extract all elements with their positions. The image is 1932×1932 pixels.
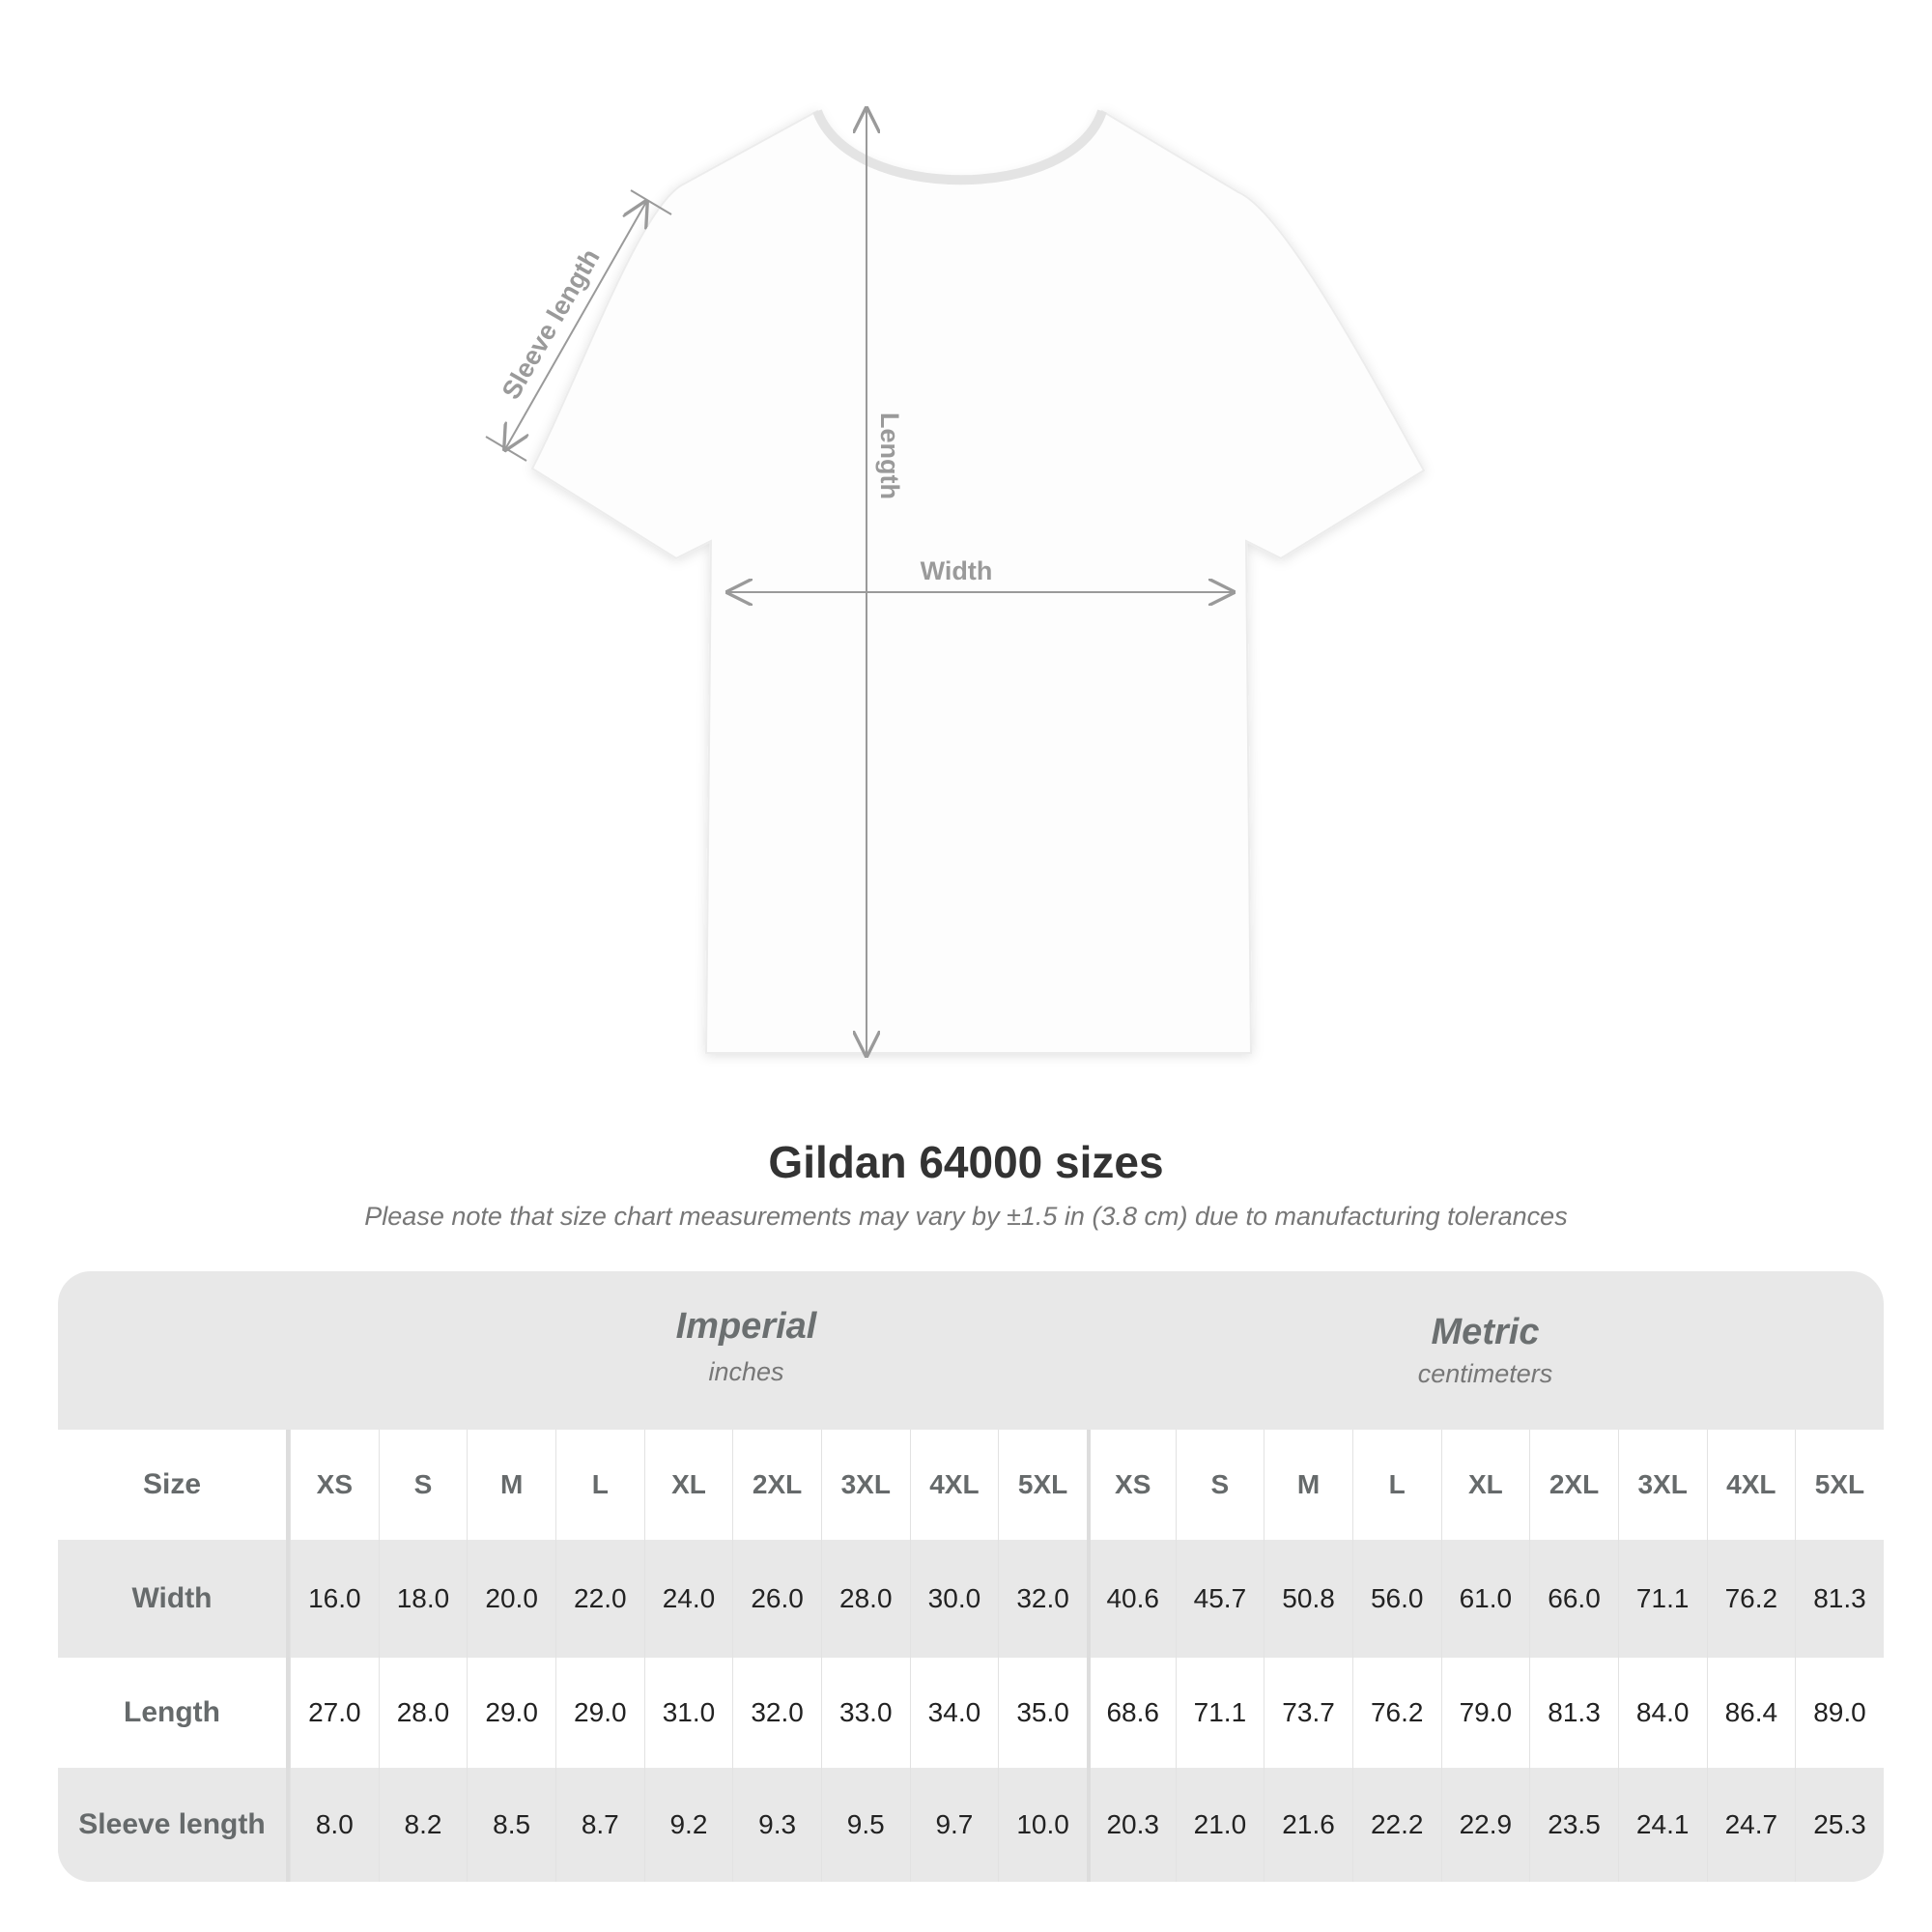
value-cell-imperial: 29.0	[554, 1658, 644, 1768]
value-cell-imperial: 35.0	[998, 1658, 1087, 1768]
value-cell-metric: 45.7	[1175, 1540, 1264, 1658]
size-header-imperial: XS	[290, 1430, 379, 1540]
value-cell-metric: 76.2	[1706, 1540, 1796, 1658]
row-label: Width	[58, 1540, 290, 1658]
value-cell-imperial: 24.0	[643, 1540, 733, 1658]
tolerance-note: Please note that size chart measurements…	[364, 1202, 1568, 1231]
value-cell-metric: 24.7	[1706, 1768, 1796, 1882]
row-label: Sleeve length	[58, 1768, 290, 1882]
size-header-imperial: 2XL	[732, 1430, 821, 1540]
value-cell-metric: 50.8	[1264, 1540, 1352, 1658]
value-cell-imperial: 9.2	[643, 1768, 733, 1882]
width-label: Width	[921, 556, 993, 585]
value-cell-imperial: 8.2	[378, 1768, 468, 1882]
value-cell-metric: 20.3	[1086, 1768, 1176, 1882]
value-cell-metric: 79.0	[1440, 1658, 1530, 1768]
value-cell-imperial: 8.5	[467, 1768, 555, 1882]
chart-title: Gildan 64000 sizes	[768, 1137, 1164, 1187]
value-cell-metric: 61.0	[1440, 1540, 1530, 1658]
size-header-metric: M	[1264, 1430, 1352, 1540]
value-cell-imperial: 26.0	[732, 1540, 821, 1658]
metric-unit: centimeters	[1417, 1359, 1553, 1388]
value-cell-metric: 84.0	[1617, 1658, 1707, 1768]
value-cell-metric: 21.6	[1264, 1768, 1352, 1882]
value-cell-metric: 73.7	[1264, 1658, 1352, 1768]
value-cell-metric: 22.2	[1351, 1768, 1441, 1882]
row-label: Size	[58, 1430, 290, 1540]
value-cell-imperial: 18.0	[378, 1540, 468, 1658]
size-header-metric: 2XL	[1529, 1430, 1618, 1540]
value-cell-imperial: 33.0	[820, 1658, 910, 1768]
value-cell-imperial: 32.0	[732, 1658, 821, 1768]
value-cell-imperial: 16.0	[290, 1540, 379, 1658]
imperial-header: Imperial inches	[348, 1271, 1145, 1430]
table-row: Sleeve length 8.0 8.2 8.5 8.7 9.2 9.3 9.5 9.7 10.…	[58, 1768, 1884, 1882]
size-header-imperial: S	[378, 1430, 468, 1540]
value-cell-imperial: 20.0	[467, 1540, 555, 1658]
size-header-metric: 4XL	[1706, 1430, 1796, 1540]
size-header-metric: S	[1175, 1430, 1264, 1540]
value-cell-metric: 81.3	[1529, 1658, 1618, 1768]
value-cell-imperial: 10.0	[998, 1768, 1087, 1882]
value-cell-metric: 66.0	[1529, 1540, 1618, 1658]
table-row: Width 16.0 18.0 20.0 22.0 24.0 26.0 28.0 30.0 32.…	[58, 1540, 1884, 1658]
tshirt-diagram: Length Width Sleeve length	[485, 0, 1426, 1082]
value-cell-metric: 24.1	[1617, 1768, 1707, 1882]
value-cell-imperial: 28.0	[820, 1540, 910, 1658]
metric-label: Metric	[1431, 1312, 1540, 1352]
imperial-label: Imperial	[675, 1306, 817, 1347]
size-header-imperial: 3XL	[820, 1430, 910, 1540]
value-cell-metric: 22.9	[1440, 1768, 1530, 1882]
value-cell-metric: 71.1	[1617, 1540, 1707, 1658]
width-measure: Width	[728, 556, 1233, 592]
size-header-metric: 3XL	[1617, 1430, 1707, 1540]
length-label: Length	[875, 412, 904, 499]
value-cell-imperial: 9.5	[820, 1768, 910, 1882]
value-cell-imperial: 29.0	[467, 1658, 555, 1768]
value-cell-imperial: 32.0	[998, 1540, 1087, 1658]
size-header-metric: L	[1351, 1430, 1441, 1540]
value-cell-metric: 71.1	[1175, 1658, 1264, 1768]
value-cell-imperial: 27.0	[290, 1658, 379, 1768]
size-header-imperial: XL	[643, 1430, 733, 1540]
value-cell-metric: 81.3	[1795, 1540, 1884, 1658]
table-row: Length 27.0 28.0 29.0 29.0 31.0 32.0 33.0 34.0 35…	[58, 1658, 1884, 1768]
size-header-imperial: 5XL	[998, 1430, 1087, 1540]
value-cell-imperial: 31.0	[643, 1658, 733, 1768]
size-table: Imperial inches Metric centimeters Size X…	[58, 1271, 1884, 1882]
value-cell-metric: 21.0	[1175, 1768, 1264, 1882]
size-header-metric: 5XL	[1795, 1430, 1884, 1540]
row-label: Length	[58, 1658, 290, 1768]
value-cell-metric: 68.6	[1086, 1658, 1176, 1768]
value-cell-metric: 56.0	[1351, 1540, 1441, 1658]
value-cell-imperial: 9.3	[732, 1768, 821, 1882]
imperial-unit: inches	[708, 1357, 784, 1386]
value-cell-imperial: 34.0	[909, 1658, 999, 1768]
value-cell-metric: 76.2	[1351, 1658, 1441, 1768]
value-cell-metric: 86.4	[1706, 1658, 1796, 1768]
value-cell-imperial: 8.7	[554, 1768, 644, 1882]
value-cell-imperial: 9.7	[909, 1768, 999, 1882]
value-cell-metric: 23.5	[1529, 1768, 1618, 1882]
size-header-imperial: L	[554, 1430, 644, 1540]
value-cell-metric: 40.6	[1086, 1540, 1176, 1658]
value-cell-imperial: 22.0	[554, 1540, 644, 1658]
value-cell-imperial: 28.0	[378, 1658, 468, 1768]
size-header-imperial: M	[467, 1430, 555, 1540]
size-header-row: Size XS S M L XL 2XL 3XL 4XL 5XL XS S M L XL 2XL 3XL 4XL 5…	[58, 1430, 1884, 1540]
size-header-metric: XL	[1440, 1430, 1530, 1540]
metric-header: Metric centimeters	[1087, 1271, 1884, 1430]
size-header-metric: XS	[1086, 1430, 1176, 1540]
value-cell-imperial: 30.0	[909, 1540, 999, 1658]
value-cell-metric: 89.0	[1795, 1658, 1884, 1768]
size-header-imperial: 4XL	[909, 1430, 999, 1540]
value-cell-imperial: 8.0	[290, 1768, 379, 1882]
value-cell-metric: 25.3	[1795, 1768, 1884, 1882]
